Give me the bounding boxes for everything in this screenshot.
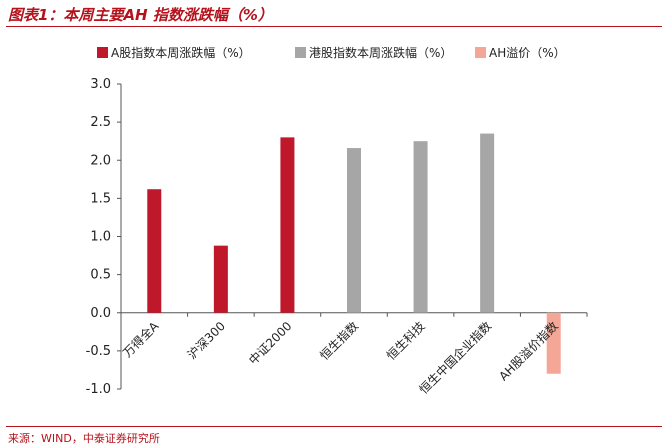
title-rule <box>6 26 662 27</box>
y-tick-label: 0.5 <box>90 268 111 283</box>
legend-swatch <box>295 47 306 58</box>
bar <box>213 245 228 313</box>
bar <box>347 148 361 313</box>
y-tick-label: 2.5 <box>90 115 111 130</box>
y-tick-label: 3.0 <box>90 77 111 92</box>
x-category-label: 中证2000 <box>245 318 294 367</box>
x-category-label: 恒生中国企业指数 <box>416 318 494 396</box>
source-note: 来源：WIND，中泰证券研究所 <box>8 432 160 445</box>
y-tick-label: 0.0 <box>90 306 111 321</box>
x-category-label: 恒生科技 <box>384 319 428 363</box>
y-tick-label: 1.5 <box>90 191 111 206</box>
bar <box>413 141 428 313</box>
legend-label: 港股指数本周涨跌幅（%） <box>309 45 452 60</box>
page-title: 图表1：本周主要AH 指数涨跌幅（%） <box>8 6 273 24</box>
x-category-label: 恒生指数 <box>317 318 362 363</box>
y-tick-label: -0.5 <box>86 344 111 359</box>
y-tick-label: 1.0 <box>90 230 111 245</box>
legend-label: A股指数本周涨跌幅（%） <box>111 45 251 60</box>
y-tick-label: 2.0 <box>90 153 111 168</box>
legend-swatch <box>97 47 108 58</box>
legend-label: AH溢价（%） <box>489 46 566 60</box>
bar <box>147 189 162 313</box>
footer-rule <box>6 426 662 427</box>
legend-swatch <box>475 47 486 58</box>
x-category-label: 沪深300 <box>185 319 228 362</box>
bar <box>280 137 295 313</box>
bar <box>480 133 495 313</box>
x-category-label: 万得全A <box>120 318 162 360</box>
y-tick-label: -1.0 <box>86 382 111 397</box>
bar <box>546 312 561 374</box>
